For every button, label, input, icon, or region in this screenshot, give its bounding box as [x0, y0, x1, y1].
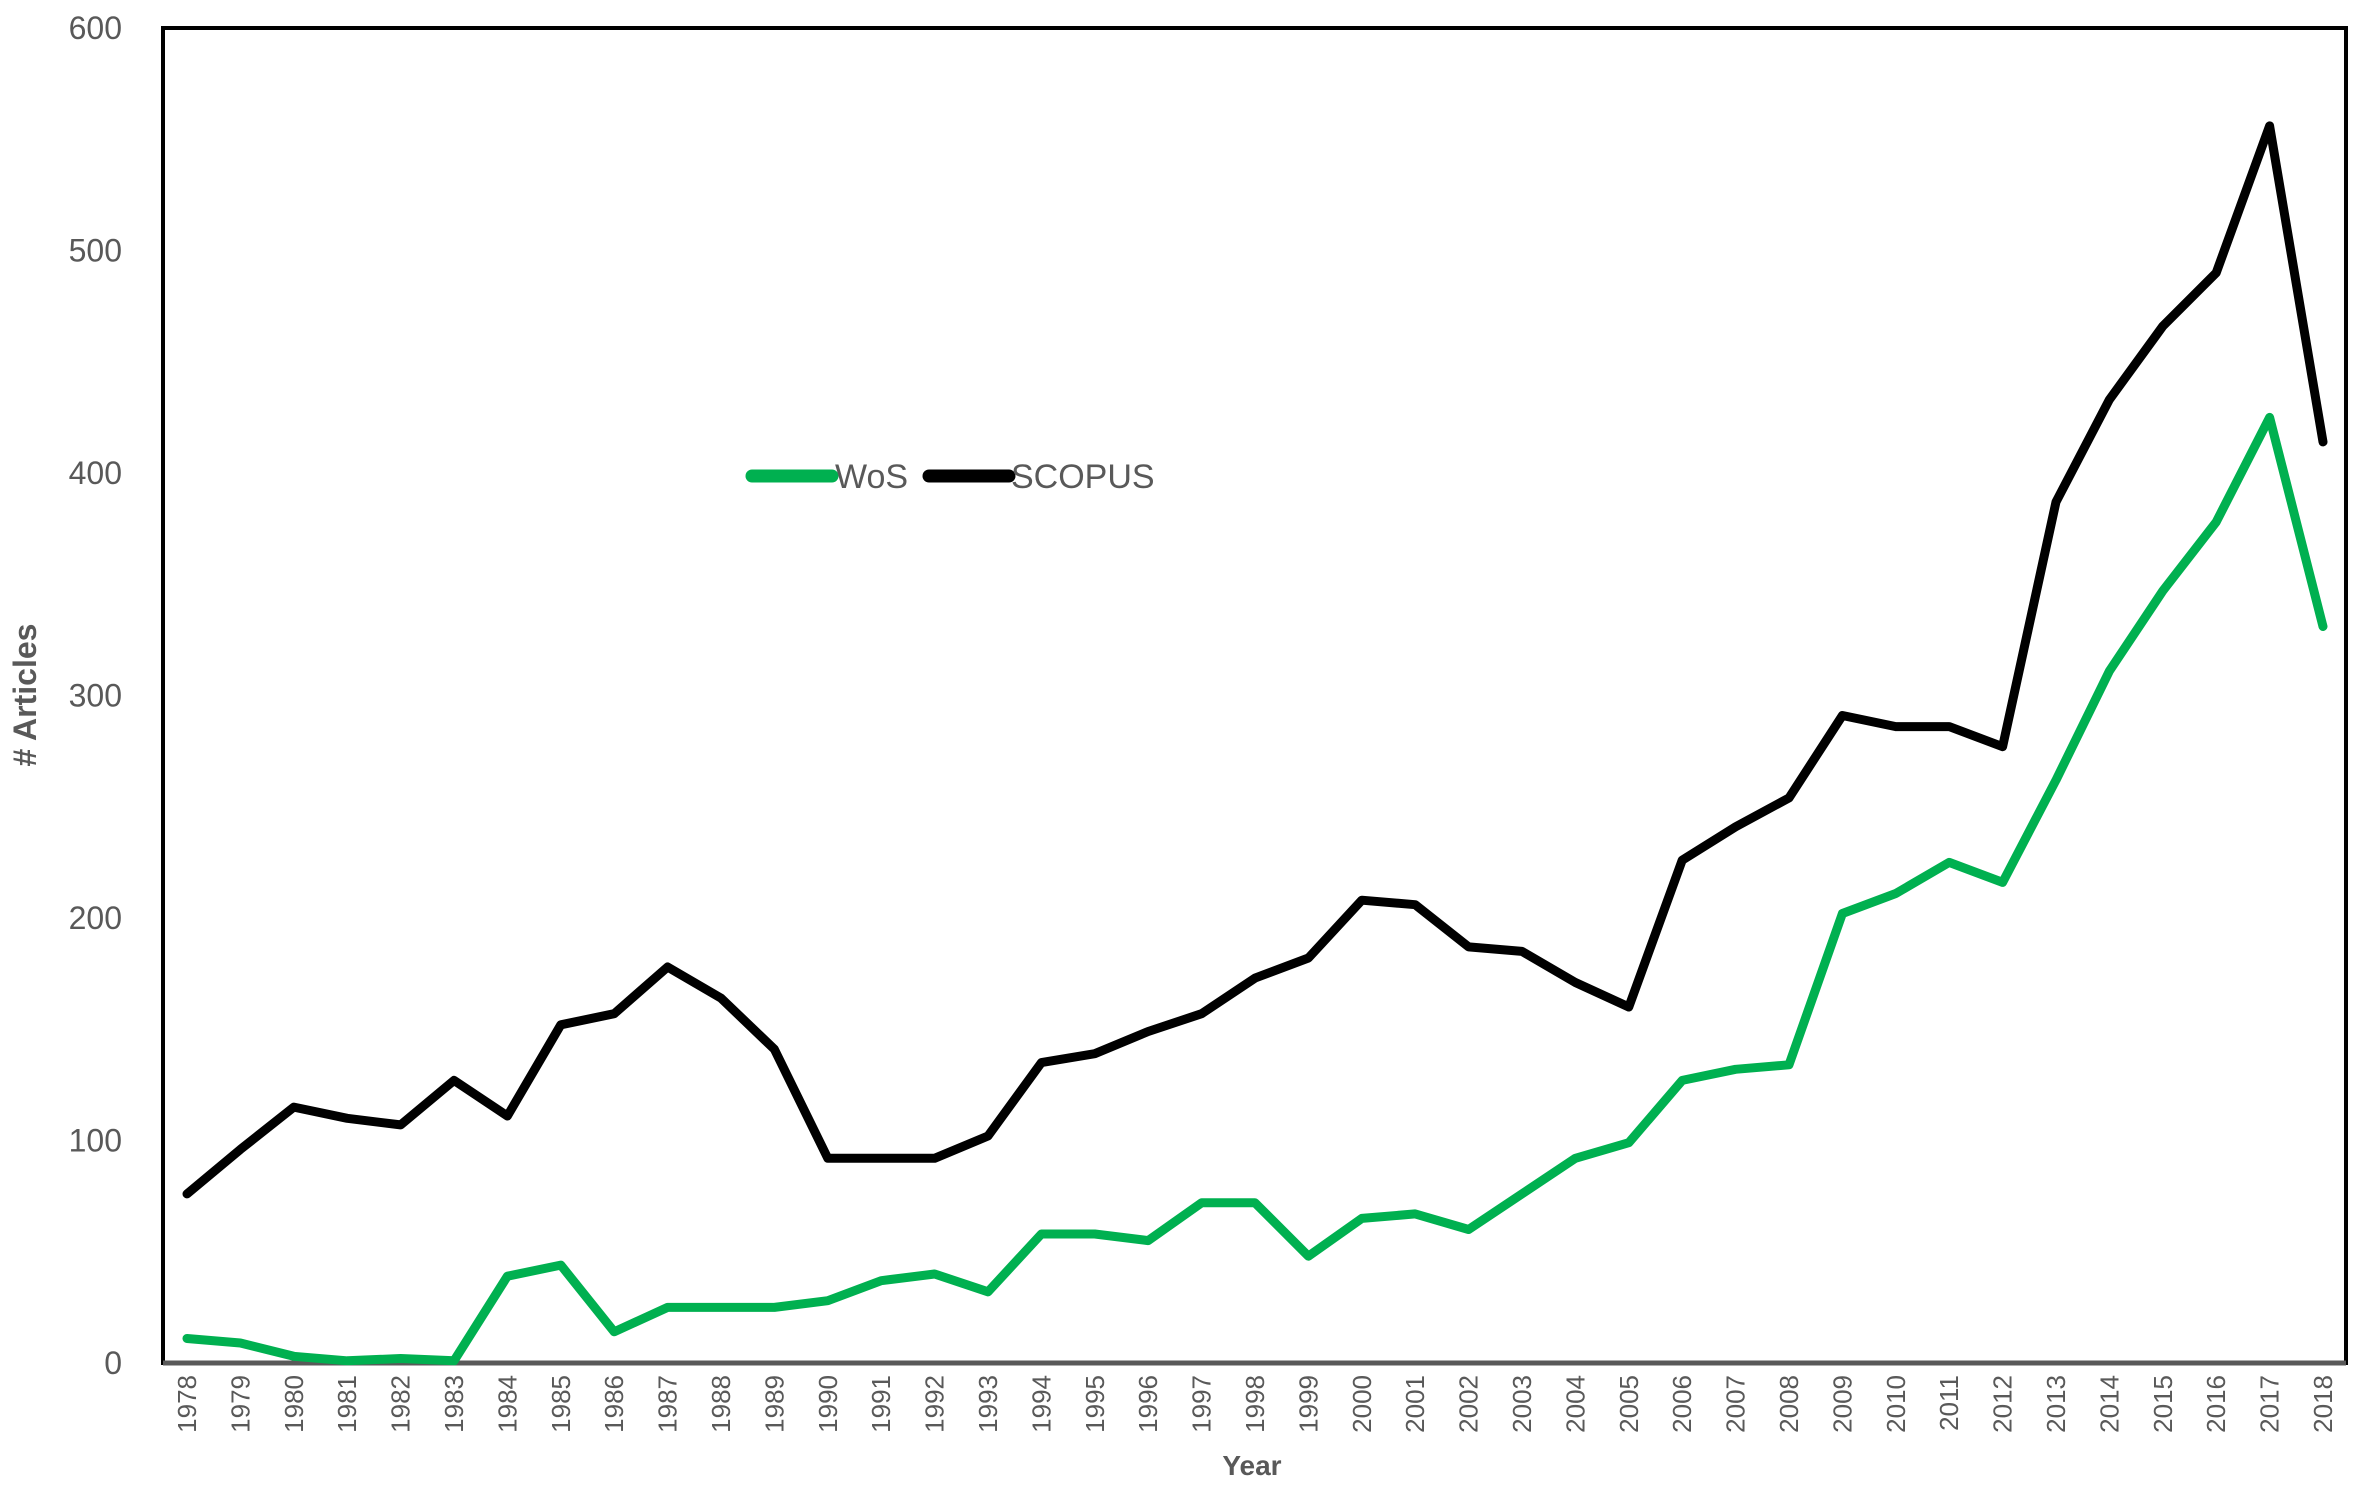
x-tick-label: 2015 — [2148, 1375, 2178, 1433]
x-tick-label: 2009 — [1827, 1375, 1857, 1433]
legend-label-wos: WoS — [835, 458, 908, 496]
x-tick-label: 2012 — [1988, 1375, 2018, 1433]
series-lines — [182, 121, 2328, 1366]
x-tick-label: 1990 — [813, 1375, 843, 1433]
y-tick-label: 400 — [69, 455, 122, 491]
legend-label-scopus: SCOPUS — [1011, 458, 1155, 496]
x-tick-label: 1995 — [1080, 1375, 1110, 1433]
y-tick-label: 0 — [104, 1345, 122, 1381]
x-tick-label: 2010 — [1881, 1375, 1911, 1433]
x-tick-label: 1997 — [1187, 1375, 1217, 1433]
x-tick-label: 1981 — [332, 1375, 362, 1433]
x-tick-label: 1994 — [1026, 1375, 1056, 1433]
x-tick-label: 1982 — [386, 1375, 416, 1433]
x-tick-label: 1983 — [439, 1375, 469, 1433]
x-tick-label: 2006 — [1667, 1375, 1697, 1433]
x-tick-label: 1980 — [279, 1375, 309, 1433]
x-axis-title: Year — [1222, 1450, 1281, 1481]
x-tick-label: 1999 — [1293, 1375, 1323, 1433]
x-tick-label: 2011 — [1934, 1375, 1964, 1431]
x-tick-label: 2014 — [2094, 1375, 2124, 1433]
y-tick-label: 500 — [69, 233, 122, 269]
x-axis-ticks: 1978 1979 1980 1981 1982 1983 1984 1985 1986 1987… — [172, 1375, 2338, 1433]
series-line-scopus — [182, 121, 2328, 1199]
x-tick-label: 2005 — [1614, 1375, 1644, 1433]
x-tick-label: 1978 — [172, 1375, 202, 1433]
y-tick-label: 600 — [69, 10, 122, 46]
x-tick-label: 2017 — [2255, 1375, 2285, 1433]
x-tick-label: 2004 — [1560, 1375, 1590, 1433]
series-line-wos — [182, 412, 2328, 1366]
y-tick-label: 300 — [69, 678, 122, 714]
x-tick-label: 1984 — [492, 1375, 522, 1433]
x-tick-label: 1986 — [599, 1375, 629, 1433]
x-tick-label: 1996 — [1133, 1375, 1163, 1433]
x-tick-label: 2016 — [2201, 1375, 2231, 1433]
y-tick-label: 100 — [69, 1123, 122, 1159]
x-tick-label: 2003 — [1507, 1375, 1537, 1433]
x-tick-label: 1985 — [546, 1375, 576, 1433]
y-tick-label: 200 — [69, 900, 122, 936]
plot-area — [161, 26, 2348, 1365]
x-tick-label: 2008 — [1774, 1375, 1804, 1433]
x-tick-label: 1987 — [653, 1375, 683, 1433]
x-tick-label: 1993 — [973, 1375, 1003, 1433]
x-tick-label: 1979 — [225, 1375, 255, 1433]
x-tick-label: 1998 — [1240, 1375, 1270, 1433]
x-tick-label: 1988 — [706, 1375, 736, 1433]
x-tick-label: 1989 — [759, 1375, 789, 1433]
x-tick-label: 2001 — [1400, 1375, 1430, 1433]
x-tick-label: 2002 — [1454, 1375, 1484, 1433]
legend: WoS SCOPUS — [745, 458, 1155, 496]
x-tick-label: 2007 — [1721, 1375, 1751, 1433]
y-axis-title: # Articles — [7, 624, 43, 767]
y-axis-ticks: 0 100 200 300 400 500 600 — [69, 10, 122, 1381]
x-tick-label: 2018 — [2308, 1375, 2338, 1433]
x-tick-label: 2000 — [1347, 1375, 1377, 1433]
x-tick-label: 1991 — [866, 1375, 896, 1433]
x-tick-label: 1992 — [920, 1375, 950, 1433]
x-tick-label: 2013 — [2041, 1375, 2071, 1433]
